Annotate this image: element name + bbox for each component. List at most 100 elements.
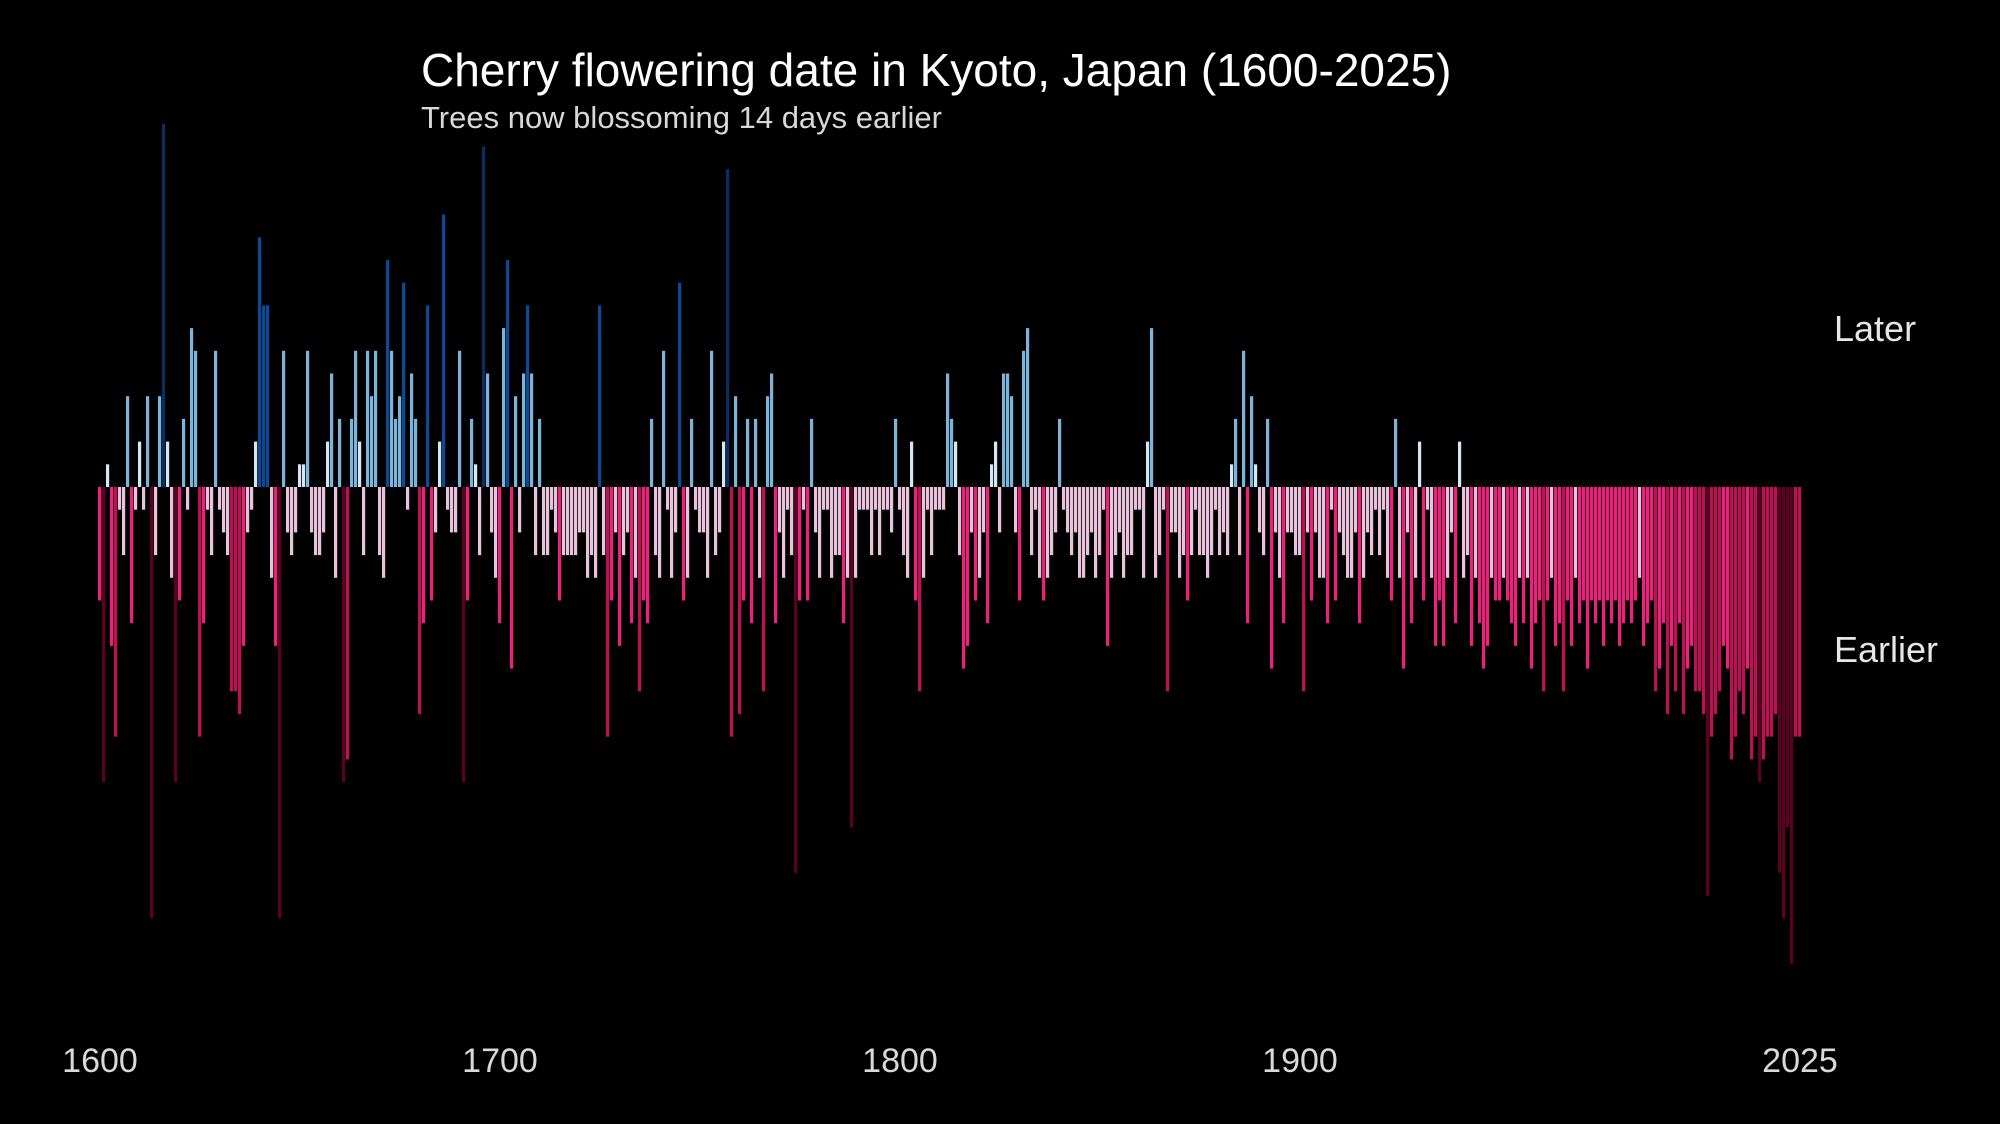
bar-1899 bbox=[1294, 487, 1298, 556]
bar-1780 bbox=[818, 487, 822, 578]
bar-1631 bbox=[222, 487, 226, 533]
bar-1813 bbox=[950, 418, 954, 487]
bar-1996 bbox=[1682, 487, 1686, 714]
bar-1875 bbox=[1198, 487, 1202, 556]
bar-1789 bbox=[854, 487, 858, 578]
bar-1700 bbox=[498, 487, 502, 624]
direction-label-earlier: Earlier bbox=[1834, 629, 1938, 670]
bar-1773 bbox=[790, 487, 794, 556]
bar-1615 bbox=[158, 396, 162, 487]
bar-1630 bbox=[218, 487, 222, 510]
bar-1708 bbox=[530, 373, 534, 487]
bar-1877 bbox=[1206, 487, 1210, 578]
bar-1783 bbox=[830, 487, 834, 578]
bar-2016 bbox=[1762, 487, 1766, 760]
bar-1721 bbox=[582, 487, 586, 533]
bar-2013 bbox=[1750, 487, 1754, 760]
bar-1643 bbox=[270, 487, 274, 578]
bar-1880 bbox=[1218, 487, 1222, 556]
bar-1666 bbox=[362, 487, 366, 556]
bar-1837 bbox=[1046, 487, 1050, 578]
bar-1988 bbox=[1650, 487, 1654, 601]
bar-1651 bbox=[302, 464, 306, 487]
bar-1683 bbox=[430, 487, 434, 601]
bar-2000 bbox=[1698, 487, 1702, 692]
bar-1705 bbox=[518, 487, 522, 533]
bar-1986 bbox=[1642, 487, 1646, 646]
bar-2012 bbox=[1746, 487, 1750, 669]
bar-1900 bbox=[1298, 487, 1302, 556]
bar-1856 bbox=[1122, 487, 1126, 578]
bar-1948 bbox=[1490, 487, 1494, 578]
bar-1717 bbox=[566, 487, 570, 556]
bar-1862 bbox=[1146, 441, 1150, 487]
bar-1674 bbox=[394, 418, 398, 487]
bar-1863 bbox=[1150, 328, 1154, 487]
bar-1672 bbox=[386, 260, 390, 487]
bar-1923 bbox=[1390, 487, 1394, 601]
bar-1807 bbox=[926, 487, 930, 510]
bar-1964 bbox=[1554, 487, 1558, 646]
bar-1882 bbox=[1226, 487, 1230, 556]
bar-1649 bbox=[294, 487, 298, 533]
bar-1763 bbox=[750, 487, 754, 624]
bar-1956 bbox=[1522, 487, 1526, 624]
bar-1823 bbox=[990, 464, 994, 487]
bar-1680 bbox=[418, 487, 422, 714]
bar-1639 bbox=[254, 441, 258, 487]
bar-1838 bbox=[1050, 487, 1054, 556]
bar-1825 bbox=[998, 487, 1002, 533]
bar-1771 bbox=[782, 487, 786, 578]
bar-1760 bbox=[738, 487, 742, 714]
bar-2007 bbox=[1726, 487, 1730, 669]
bar-1678 bbox=[410, 373, 414, 487]
bar-1645 bbox=[278, 487, 282, 919]
bar-1810 bbox=[938, 487, 942, 510]
bar-1892 bbox=[1266, 418, 1270, 487]
bar-1878 bbox=[1210, 487, 1214, 556]
bar-1991 bbox=[1662, 487, 1666, 624]
bar-2019 bbox=[1774, 487, 1778, 714]
bar-1702 bbox=[506, 260, 510, 487]
bar-1820 bbox=[978, 487, 982, 578]
bar-1881 bbox=[1222, 487, 1226, 533]
bar-1646 bbox=[282, 350, 286, 487]
bar-1975 bbox=[1598, 487, 1602, 601]
bar-1626 bbox=[202, 487, 206, 624]
bar-1816 bbox=[962, 487, 966, 669]
bar-1981 bbox=[1622, 487, 1626, 624]
bar-1971 bbox=[1582, 487, 1586, 601]
bar-1806 bbox=[922, 487, 926, 578]
bar-1612 bbox=[146, 396, 150, 487]
bar-2005 bbox=[1718, 487, 1722, 692]
bar-1902 bbox=[1306, 487, 1310, 533]
bar-1623 bbox=[190, 328, 194, 487]
bar-1860 bbox=[1138, 487, 1142, 510]
bar-1795 bbox=[878, 487, 882, 556]
bar-1831 bbox=[1022, 350, 1026, 487]
bar-1802 bbox=[906, 487, 910, 578]
bar-1632 bbox=[226, 487, 230, 556]
bar-1726 bbox=[602, 487, 606, 556]
bar-1957 bbox=[1526, 487, 1530, 578]
bar-1750 bbox=[698, 487, 702, 533]
bar-1913 bbox=[1350, 487, 1354, 578]
bar-1743 bbox=[670, 487, 674, 578]
bar-1675 bbox=[398, 396, 402, 487]
bar-1620 bbox=[178, 487, 182, 601]
bar-1754 bbox=[714, 487, 718, 556]
bar-1765 bbox=[758, 487, 762, 578]
bar-1844 bbox=[1074, 487, 1078, 533]
bar-1767 bbox=[766, 396, 770, 487]
bar-1663 bbox=[350, 418, 354, 487]
bar-1738 bbox=[650, 418, 654, 487]
bar-1890 bbox=[1258, 487, 1262, 533]
bar-1774 bbox=[794, 487, 798, 873]
bar-1746 bbox=[682, 487, 686, 601]
bar-1706 bbox=[522, 373, 526, 487]
bar-1840 bbox=[1058, 418, 1062, 487]
bar-1845 bbox=[1078, 487, 1082, 578]
bar-1722 bbox=[586, 487, 590, 578]
bar-1670 bbox=[378, 487, 382, 556]
